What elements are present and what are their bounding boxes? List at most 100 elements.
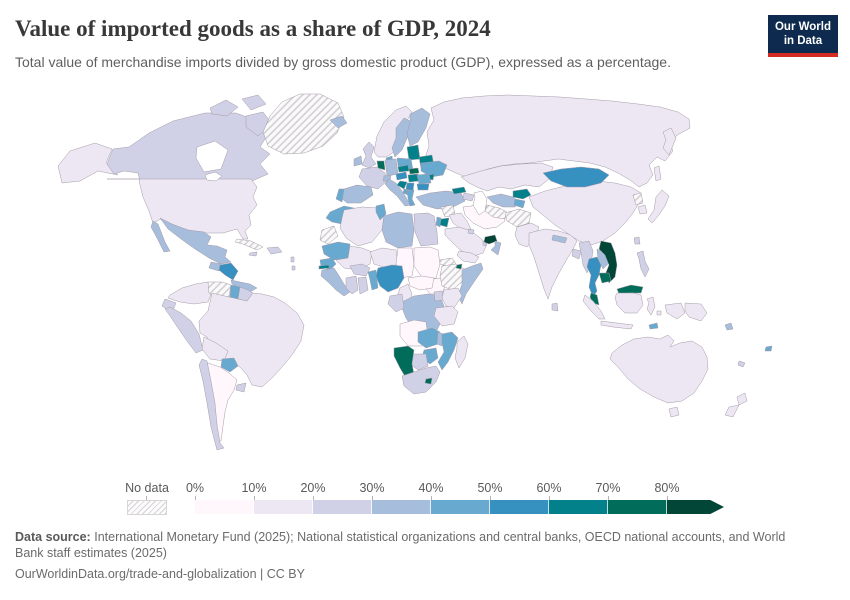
region-hispaniola[interactable] (266, 246, 283, 255)
region-mongolia[interactable] (542, 166, 610, 188)
owid-logo[interactable]: Our World in Data (767, 15, 838, 57)
region-sweden[interactable] (391, 117, 413, 158)
region-japan[interactable] (647, 189, 670, 224)
region-georgia[interactable] (451, 186, 467, 195)
region-lesser-antilles-1[interactable] (290, 256, 295, 263)
region-italy[interactable] (384, 178, 412, 207)
region-kazakhstan[interactable] (460, 162, 554, 192)
region-sudan[interactable] (413, 246, 441, 281)
legend-bin-30-40%[interactable] (372, 500, 431, 514)
legend-bin-40-50%[interactable] (431, 500, 490, 514)
region-egypt[interactable] (413, 212, 439, 247)
region-malawi[interactable] (436, 331, 444, 347)
region-madagascar[interactable] (454, 335, 469, 369)
region-canada-arctic-2[interactable] (241, 94, 267, 111)
region-paraguay[interactable] (220, 357, 239, 373)
region-baja-california[interactable] (150, 220, 171, 253)
region-tajikistan[interactable] (513, 198, 526, 209)
region-bangladesh[interactable] (571, 248, 582, 260)
region-south-korea[interactable] (637, 204, 648, 215)
region-new-zealand-south[interactable] (724, 404, 740, 418)
region-united-kingdom[interactable] (361, 141, 377, 169)
region-greenland[interactable] (262, 93, 345, 155)
region-finland[interactable] (406, 107, 431, 147)
region-chile[interactable] (198, 358, 225, 451)
region-mexico[interactable] (159, 217, 232, 265)
region-new-caledonia[interactable] (737, 360, 746, 368)
region-algeria[interactable] (339, 206, 385, 247)
region-thailand[interactable] (586, 256, 602, 298)
region-libya[interactable] (381, 211, 415, 249)
region-afghanistan[interactable] (504, 208, 532, 228)
region-tunisia[interactable] (375, 203, 387, 221)
region-sulawesi[interactable] (646, 296, 656, 316)
region-south-africa[interactable] (401, 365, 441, 395)
region-bulgaria[interactable] (416, 183, 430, 191)
region-romania[interactable] (416, 173, 432, 185)
region-guinea-sierra-leone-liberia[interactable] (320, 267, 351, 297)
region-taiwan[interactable] (633, 236, 641, 245)
region-belgium-netherlands[interactable] (376, 160, 386, 171)
region-fiji[interactable] (764, 345, 773, 352)
region-peru[interactable] (164, 306, 204, 354)
region-mauritania[interactable] (321, 241, 351, 261)
region-norway[interactable] (373, 105, 413, 158)
region-jordan[interactable] (439, 217, 450, 228)
legend-bin-10-20%[interactable] (254, 500, 313, 514)
legend-bin-80%+[interactable] (667, 500, 724, 514)
region-guatemala[interactable] (208, 261, 222, 272)
region-sri-lanka[interactable] (551, 302, 559, 312)
region-central-african-republic[interactable] (407, 275, 435, 291)
region-israel[interactable] (435, 216, 442, 228)
region-burkina-faso[interactable] (349, 263, 371, 277)
region-new-zealand-north[interactable] (736, 392, 748, 406)
region-austria[interactable] (395, 171, 408, 181)
region-united-states[interactable] (106, 178, 258, 240)
region-turkmenistan[interactable] (484, 204, 508, 220)
region-ghana[interactable] (357, 276, 369, 295)
region-costa-rica-panama[interactable] (230, 279, 258, 293)
region-nigeria[interactable] (375, 264, 405, 293)
region-india[interactable] (528, 228, 578, 300)
region-saudi-arabia[interactable] (444, 226, 488, 258)
region-uganda[interactable] (433, 290, 444, 302)
region-north-korea[interactable] (632, 192, 644, 206)
region-java[interactable] (600, 320, 634, 330)
legend-bin-60-70%[interactable] (549, 500, 608, 514)
region-oman[interactable] (490, 240, 502, 256)
region-colombia[interactable] (167, 281, 213, 305)
region-kuwait[interactable] (467, 228, 475, 235)
region-sakhalin[interactable] (653, 165, 662, 182)
region-canada[interactable] (106, 112, 271, 182)
region-philippines[interactable] (636, 250, 650, 278)
region-western-sahara[interactable] (319, 225, 339, 245)
region-tasmania[interactable] (668, 406, 680, 418)
legend-bin-70-80%[interactable] (608, 500, 667, 514)
region-cuba[interactable] (234, 238, 264, 251)
region-australia[interactable] (609, 334, 709, 404)
region-germany[interactable] (384, 158, 399, 177)
region-baltic-states[interactable] (406, 144, 421, 161)
region-mozambique[interactable] (437, 331, 459, 371)
region-turkey[interactable] (415, 190, 466, 210)
region-solomon-islands[interactable] (724, 322, 734, 331)
region-kenya[interactable] (441, 287, 463, 309)
region-moluccas[interactable] (656, 310, 662, 316)
legend-bin-50-60%[interactable] (490, 500, 549, 514)
region-iraq[interactable] (448, 212, 472, 232)
region-greece[interactable] (406, 189, 416, 207)
region-somalia[interactable] (457, 262, 484, 305)
region-malaysia-borneo[interactable] (616, 284, 644, 295)
region-vietnam[interactable] (598, 240, 618, 284)
region-kyrgyzstan[interactable] (512, 188, 532, 200)
region-lesotho[interactable] (424, 377, 433, 385)
region-kamchatka[interactable] (662, 127, 677, 156)
region-jamaica[interactable] (248, 251, 258, 257)
region-west-papua[interactable] (664, 302, 686, 320)
region-france[interactable] (358, 166, 388, 190)
region-djibouti[interactable] (455, 263, 463, 270)
region-ukraine[interactable] (420, 160, 448, 178)
region-ivory-coast[interactable] (345, 275, 359, 295)
attribution-link[interactable]: OurWorldinData.org/trade-and-globalizati… (15, 567, 305, 581)
